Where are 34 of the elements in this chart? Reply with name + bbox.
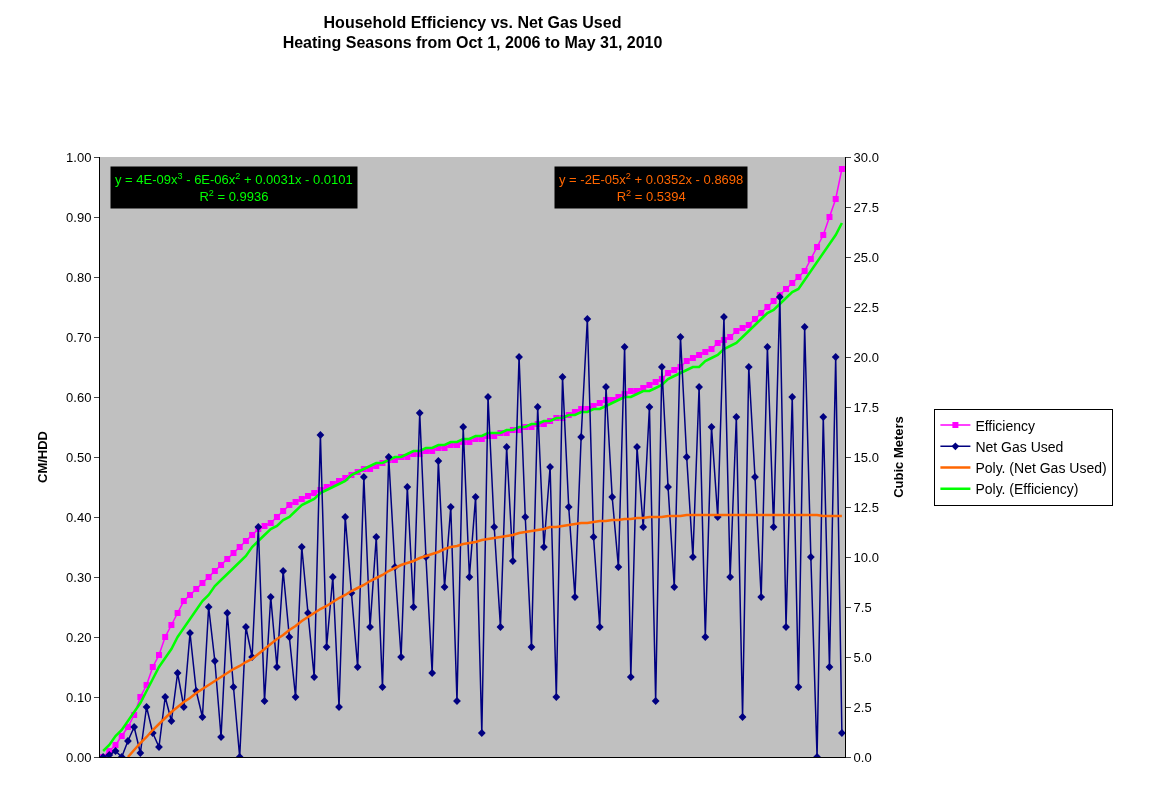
y-tick-label: 0.30	[66, 569, 92, 585]
y-tick-label: 0.40	[66, 509, 92, 525]
y2-tick-label: 25.0	[853, 249, 879, 265]
chart-title: Household Efficiency vs. Net Gas Used	[323, 13, 622, 31]
text: y = 4E-09x$^{3}$ - 6E-06x$^{2}$ + 0.0031x - 0.0101 R$^{2}$ = 0.9936	[115, 171, 353, 205]
y2-tick-label: 12.5	[853, 499, 879, 515]
y-tick-label: 0.80	[66, 269, 92, 285]
legend-label: Poly. (Efficiency)	[975, 481, 1079, 498]
y2-axis-title: Cubic Meters	[890, 416, 906, 498]
y2-tick-label: 30.0	[853, 149, 879, 165]
y-tick-label: 0.70	[66, 329, 92, 345]
y2-tick-label: 0.0	[853, 749, 872, 765]
y-tick-label: 0.50	[66, 449, 92, 465]
y-tick-label: 0.60	[66, 389, 92, 405]
y-tick-label: 0.10	[66, 689, 92, 705]
chart-subtitle: Heating Seasons from Oct 1, 2006 to May 31, 2010	[282, 34, 663, 52]
y-tick-label: 1.00	[66, 149, 92, 165]
y2-tick-label: 17.5	[853, 399, 879, 415]
annotation: y = -2E-05x$^{2}$ + 0.0352x - 0.8698 R$^{2}$ = 0.5394	[559, 171, 744, 205]
y-axis-title: CM/HDD	[35, 431, 51, 483]
y2-tick-label: 22.5	[853, 299, 879, 315]
y2-tick-label: 10.0	[853, 549, 879, 565]
y-tick-label: 0.20	[66, 629, 92, 645]
y2-tick-label: 2.5	[853, 699, 872, 715]
y2-tick-label: 15.0	[853, 449, 879, 465]
y-tick-label: 0.00	[66, 749, 92, 765]
y2-tick-label: 27.5	[853, 199, 879, 215]
legend-label: Efficiency	[975, 417, 1036, 434]
y2-tick-label: 20.0	[853, 349, 879, 365]
y2-tick-label: 5.0	[853, 649, 872, 665]
y2-tick-label: 7.5	[853, 599, 872, 615]
legend-label: Net Gas Used	[975, 438, 1064, 455]
y-tick-label: 0.90	[66, 209, 92, 225]
legend-label: Poly. (Net Gas Used)	[975, 459, 1107, 476]
